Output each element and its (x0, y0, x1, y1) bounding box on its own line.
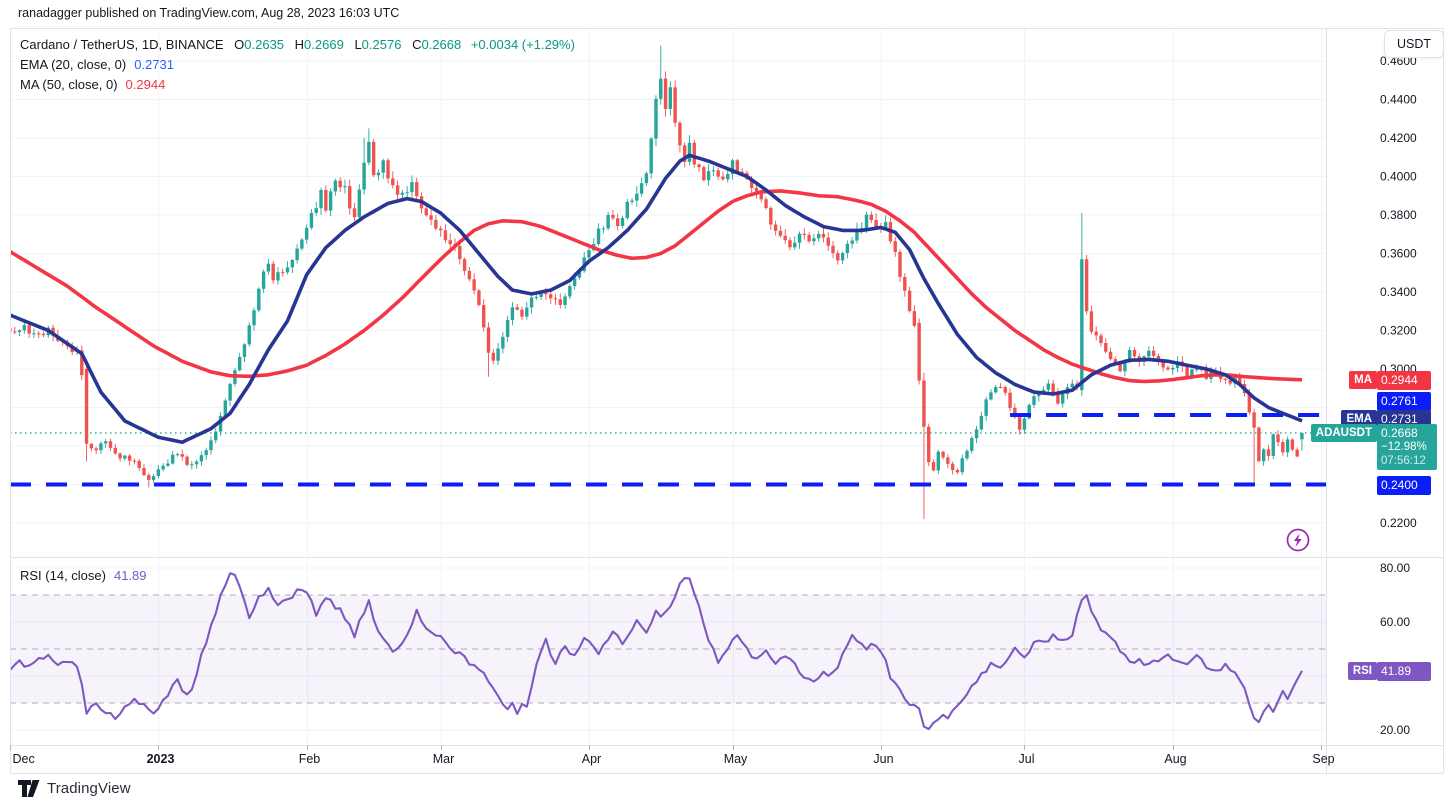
change-value: +0.0034 (+1.29%) (470, 37, 575, 52)
svg-text:0.3600: 0.3600 (1380, 247, 1417, 261)
close-label: C (412, 37, 422, 52)
svg-text:0.3400: 0.3400 (1380, 285, 1417, 299)
low-value: 0.2576 (361, 37, 402, 52)
rsi-value: 41.89 (113, 568, 147, 583)
rsi-label: RSI (14, close) (20, 568, 106, 583)
svg-text:Mar: Mar (433, 752, 455, 766)
high-value: 0.2669 (304, 37, 344, 52)
svg-text:40.00: 40.00 (1380, 669, 1410, 683)
svg-text:0.2400: 0.2400 (1380, 478, 1417, 492)
open-value: 0.2635 (244, 37, 285, 52)
ma50-line (10, 189, 1303, 384)
boost-button[interactable] (1286, 528, 1310, 552)
svg-text:60.00: 60.00 (1380, 615, 1410, 629)
svg-text:Jun: Jun (873, 752, 893, 766)
ma-legend-row[interactable]: MA (50, close, 0) 0.2944 (20, 75, 575, 95)
svg-text:Apr: Apr (582, 752, 601, 766)
indicator-legend: Cardano / TetherUS, 1D, BINANCE O0.2635 … (20, 35, 575, 95)
tradingview-logo[interactable]: TradingView (18, 780, 131, 797)
svg-text:0.3200: 0.3200 (1380, 324, 1417, 338)
chart-canvas[interactable]: 0.46000.44000.42000.40000.38000.36000.34… (0, 0, 1450, 778)
svg-text:Dec: Dec (13, 752, 35, 766)
rsi-line (10, 572, 1303, 731)
svg-text:0.2800: 0.2800 (1380, 401, 1417, 415)
svg-text:20.00: 20.00 (1380, 723, 1410, 737)
tradingview-logo-icon (18, 780, 40, 797)
ema-label: EMA (20, close, 0) (20, 57, 127, 72)
price-axis[interactable]: 0.46000.44000.42000.40000.38000.36000.34… (1380, 54, 1417, 737)
candles (10, 45, 1304, 520)
ma-label: MA (50, close, 0) (20, 77, 118, 92)
ma-value: 0.2944 (125, 77, 166, 92)
svg-text:0.4200: 0.4200 (1380, 131, 1417, 145)
close-value: 0.2668 (421, 37, 462, 52)
svg-text:0.2600: 0.2600 (1380, 439, 1417, 453)
rsi-band (10, 595, 1326, 703)
svg-text:0.3000: 0.3000 (1380, 362, 1417, 376)
svg-text:Sep: Sep (1312, 752, 1334, 766)
svg-text:80.00: 80.00 (1380, 561, 1410, 575)
svg-text:0.4400: 0.4400 (1380, 93, 1417, 107)
low-label: L (354, 37, 362, 52)
symbol-title: Cardano / TetherUS, 1D, BINANCE (20, 37, 224, 52)
svg-text:0.2200: 0.2200 (1380, 516, 1417, 530)
time-axis[interactable]: Dec 2023 Feb Mar Apr May Jun Jul Aug Sep (10, 745, 1335, 766)
ema20-line (10, 153, 1303, 444)
published-line: ranadagger published on TradingView.com,… (18, 6, 400, 20)
currency-unit-button[interactable]: USDT (1384, 30, 1444, 58)
svg-text:2023: 2023 (147, 752, 175, 766)
svg-text:0.3800: 0.3800 (1380, 208, 1417, 222)
rsi-legend-row[interactable]: RSI (14, close) 41.89 (20, 568, 147, 583)
ema-value: 0.2731 (134, 57, 174, 72)
svg-text:Jul: Jul (1019, 752, 1035, 766)
high-label: H (294, 37, 305, 52)
ema-legend-row[interactable]: EMA (20, close, 0) 0.2731 (20, 55, 575, 75)
svg-text:Aug: Aug (1164, 752, 1186, 766)
open-label: O (234, 37, 245, 52)
svg-text:May: May (724, 752, 748, 766)
tradingview-logo-text: TradingView (47, 780, 131, 797)
lightning-icon (1293, 533, 1302, 547)
svg-text:0.4000: 0.4000 (1380, 170, 1417, 184)
symbol-legend-row[interactable]: Cardano / TetherUS, 1D, BINANCE O0.2635 … (20, 35, 575, 55)
svg-text:Feb: Feb (299, 752, 321, 766)
